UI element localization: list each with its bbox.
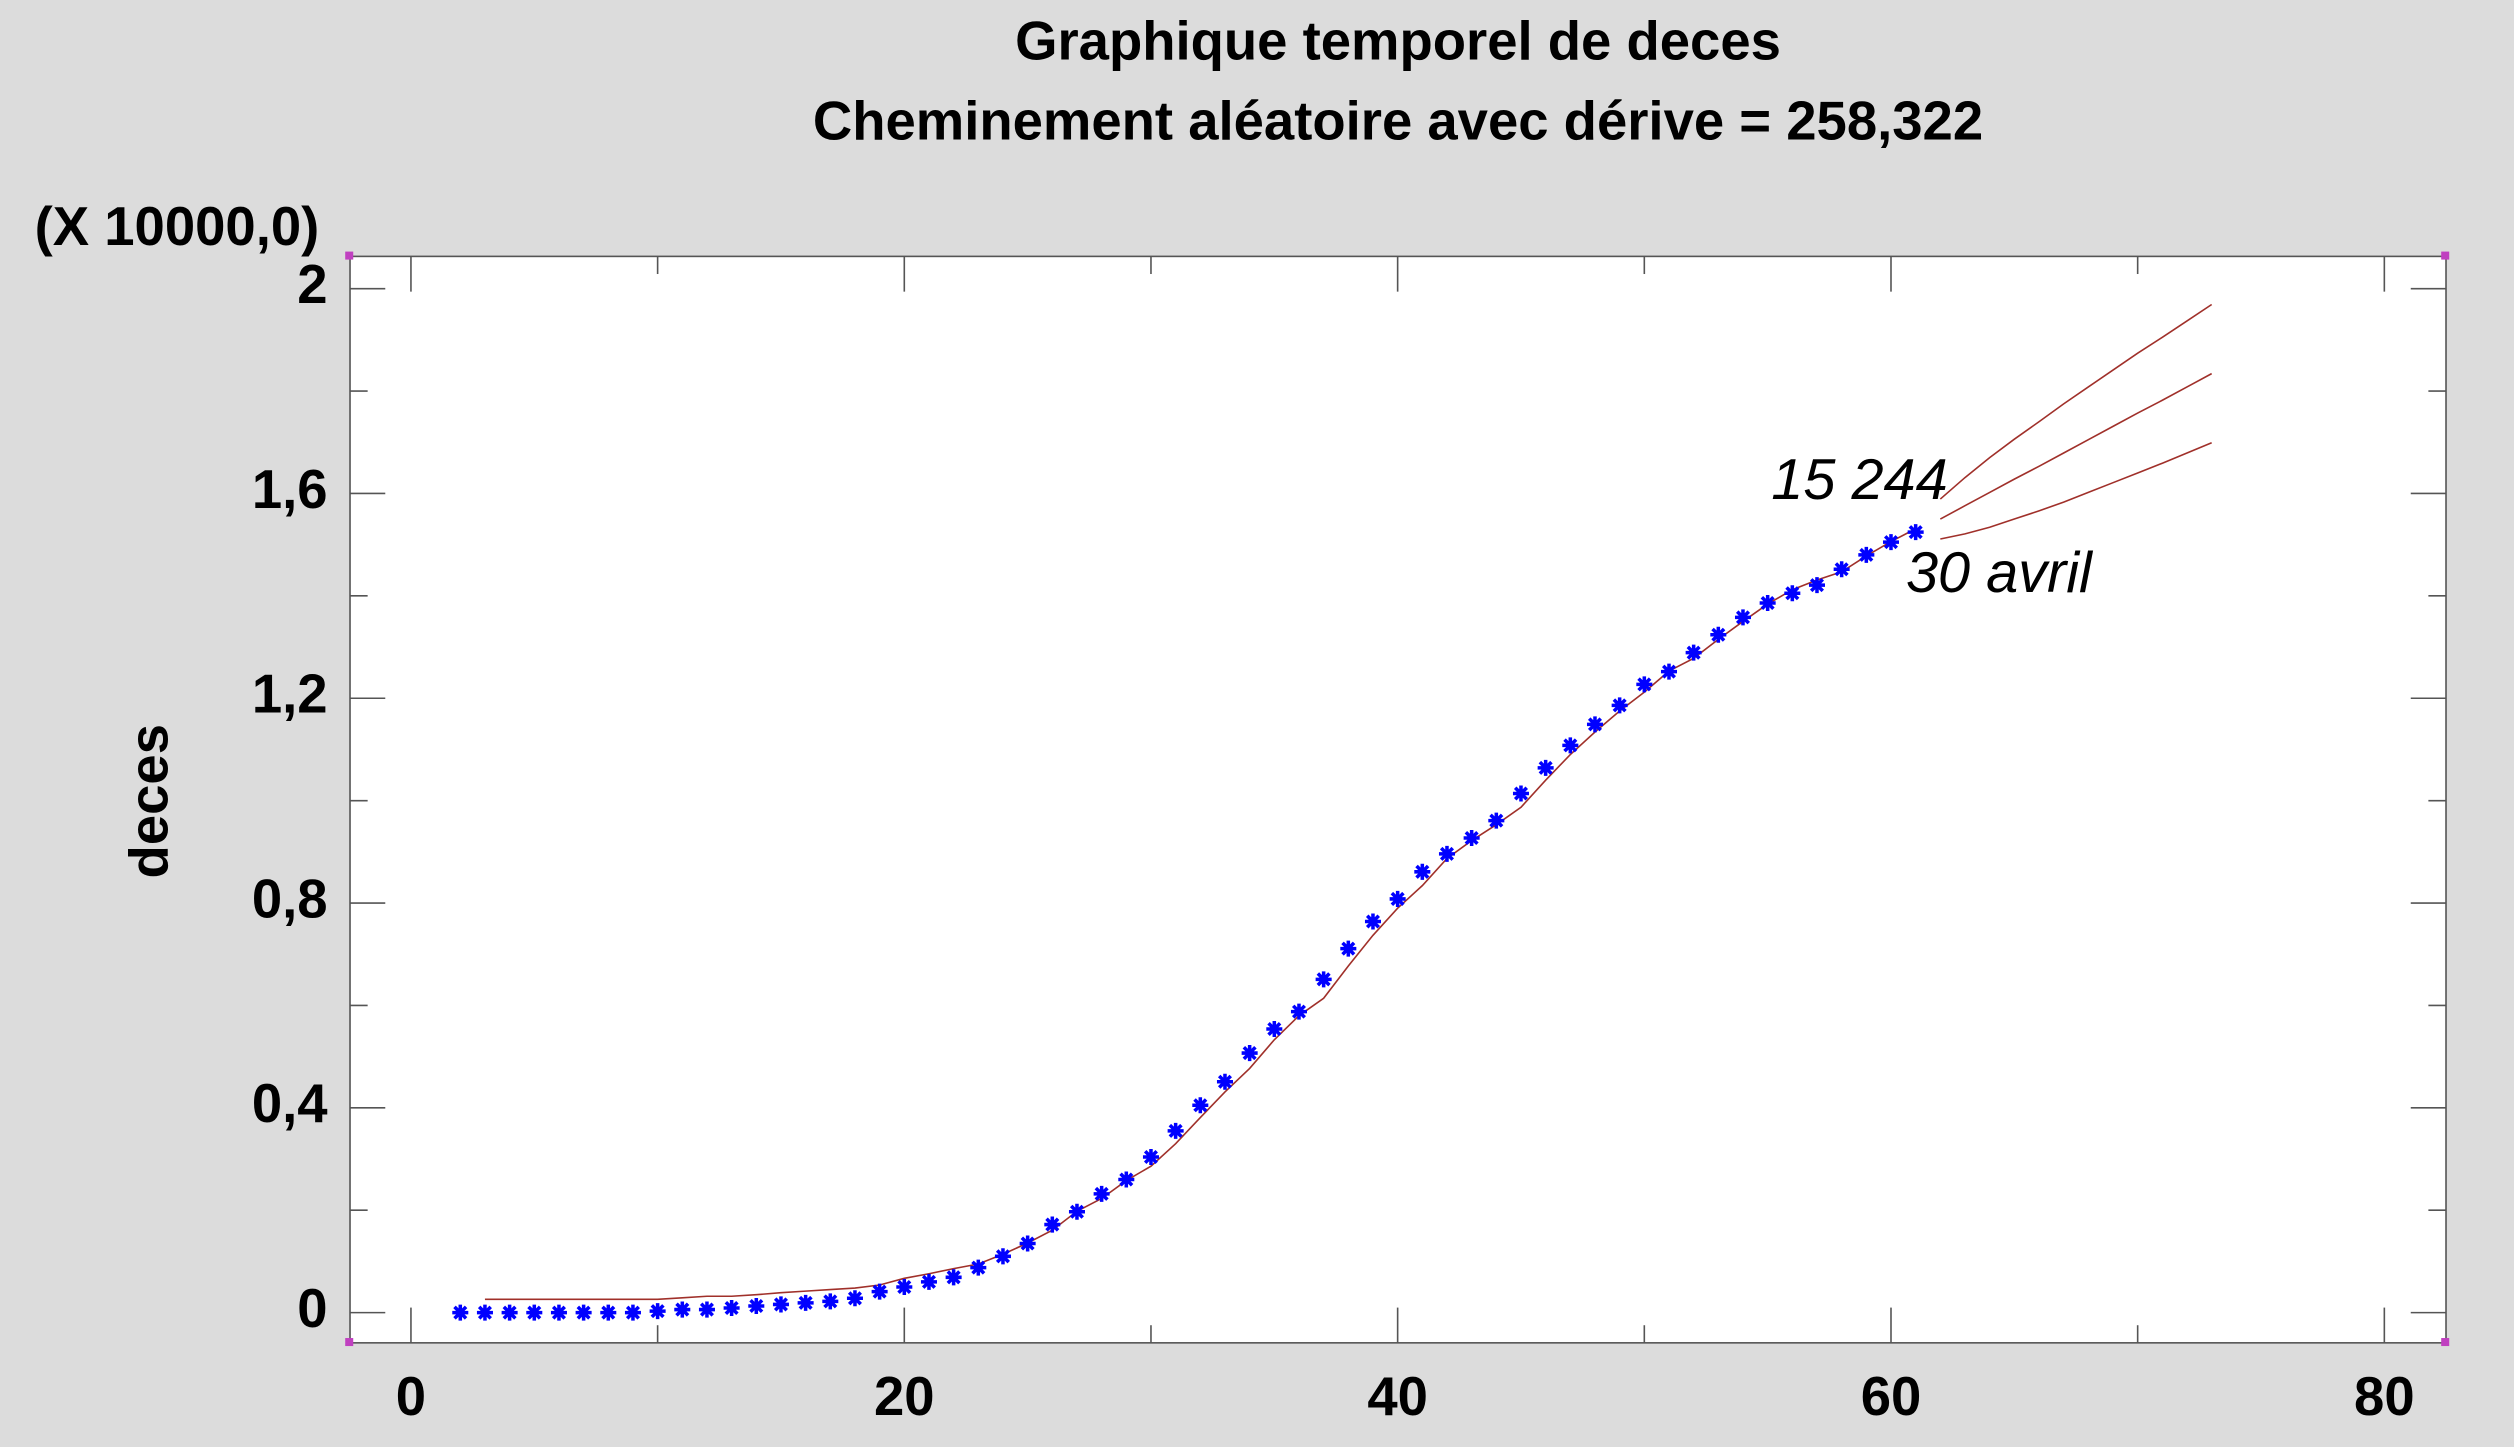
data-point — [822, 1293, 839, 1310]
data-point — [1142, 1148, 1159, 1166]
data-point — [1537, 759, 1554, 776]
data-point — [772, 1296, 789, 1313]
data-point — [1759, 594, 1776, 612]
data-point — [1414, 863, 1431, 880]
annotation: 30 avril — [1906, 541, 2094, 605]
y-tick-label: 2 — [297, 254, 327, 315]
x-tick-label: 0 — [396, 1366, 426, 1427]
data-point — [797, 1294, 814, 1311]
data-point — [526, 1304, 543, 1321]
data-point — [1068, 1203, 1085, 1220]
data-point — [1093, 1185, 1110, 1202]
fit-line — [484, 528, 1917, 1301]
data-point — [624, 1304, 641, 1321]
data-point — [1290, 1003, 1307, 1020]
data-point — [1488, 812, 1505, 829]
corner — [2441, 1338, 2450, 1347]
data-point — [1019, 1235, 1036, 1252]
y-tick-label: 0 — [297, 1278, 327, 1339]
corner — [2441, 251, 2450, 260]
data-point — [1118, 1171, 1135, 1188]
data-point — [476, 1304, 493, 1321]
y-tick-label: 0,8 — [252, 868, 328, 929]
data-point — [1882, 534, 1900, 551]
data-point — [1784, 585, 1801, 602]
data-point — [920, 1273, 937, 1290]
data-point — [1438, 845, 1455, 862]
data-point — [1808, 577, 1825, 594]
data-point — [1636, 676, 1653, 693]
data-point — [1611, 697, 1628, 714]
chart-subtitle: Cheminement aléatoire avec dérive = 258,… — [813, 90, 1983, 151]
data-point — [1710, 626, 1727, 643]
data-point — [1266, 1020, 1283, 1038]
data-point — [1389, 890, 1406, 907]
data-point — [674, 1301, 691, 1318]
corner — [345, 251, 354, 260]
chart-title: Graphique temporel de deces — [1015, 10, 1781, 71]
corner — [345, 1338, 354, 1347]
x-tick-label: 80 — [2354, 1366, 2415, 1427]
forecast-line — [1940, 442, 2212, 540]
x-tick-label: 20 — [874, 1366, 935, 1427]
data-point — [1734, 609, 1751, 626]
data-point — [1192, 1097, 1209, 1114]
x-tick-label: 60 — [1861, 1366, 1922, 1427]
data-point — [1463, 830, 1480, 847]
y-tick-label: 1,6 — [252, 459, 328, 520]
data-point — [698, 1301, 715, 1318]
data-point — [970, 1259, 987, 1276]
data-point — [1044, 1216, 1061, 1233]
data-point — [1216, 1073, 1233, 1090]
data-point — [1364, 913, 1381, 930]
forecast-line — [1939, 303, 2213, 500]
data-point — [994, 1248, 1011, 1265]
data-point — [1660, 663, 1677, 680]
data-point — [1562, 737, 1579, 754]
data-point — [649, 1303, 666, 1320]
multiplier: (X 10000,0) — [35, 196, 320, 257]
data-point — [871, 1283, 888, 1300]
data-point — [846, 1290, 863, 1307]
data-point — [501, 1304, 518, 1321]
y-tick-label: 0,4 — [252, 1073, 328, 1134]
data-point — [1241, 1045, 1258, 1062]
plot-area — [349, 255, 2447, 1344]
data-point — [1833, 561, 1850, 578]
data-point — [1586, 716, 1603, 733]
data-point — [550, 1304, 567, 1321]
data-point — [600, 1304, 617, 1321]
data-point — [1167, 1122, 1184, 1139]
y-axis-label: deces — [118, 724, 179, 878]
data-point — [1685, 644, 1702, 661]
data-point — [1858, 546, 1875, 563]
data-point — [452, 1304, 469, 1321]
y-tick-label: 1,2 — [252, 664, 328, 725]
data-point — [723, 1300, 740, 1317]
data-point — [1315, 971, 1332, 988]
data-point — [1340, 940, 1357, 957]
annotation: 15 244 — [1771, 448, 1947, 512]
data-point — [575, 1304, 592, 1321]
data-point — [1907, 524, 1924, 541]
x-tick-label: 40 — [1367, 1366, 1428, 1427]
data-point — [896, 1279, 913, 1296]
data-point — [1512, 785, 1529, 802]
forecast-line — [1939, 372, 2213, 520]
data-point — [748, 1297, 765, 1314]
data-point — [945, 1269, 962, 1286]
